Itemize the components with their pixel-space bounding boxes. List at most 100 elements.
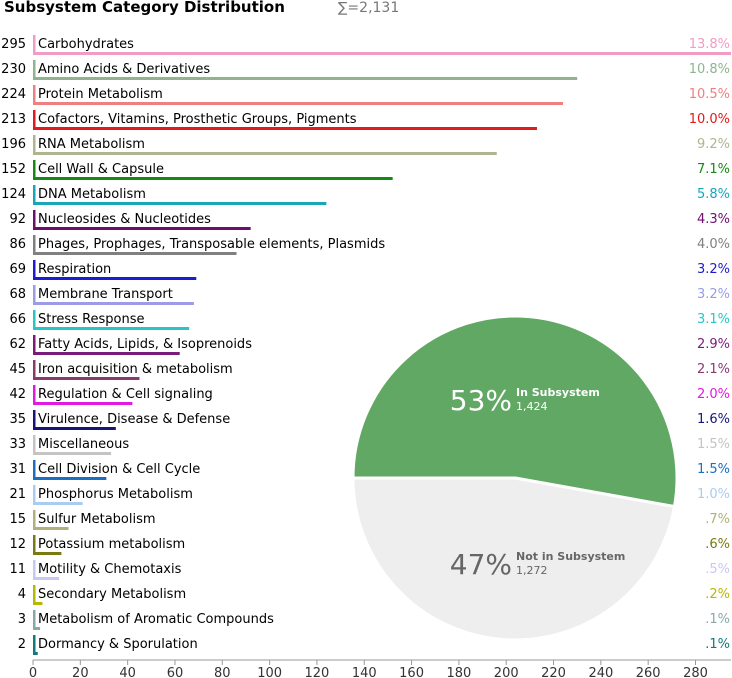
bar-percent-label: 1.0% [697,487,730,502]
bar-percent-label: .1% [705,612,730,627]
bar [33,77,578,80]
bar [33,277,197,280]
bar [33,177,393,180]
bar-count-label: 21 [9,487,26,502]
bar-count-label: 124 [1,187,26,202]
pie-slice-value: 1,424 [516,400,548,413]
bar-row: 4 Secondary Metabolism .2% [18,585,730,605]
bar-left-tick [33,185,36,204]
bar [33,352,180,355]
bar-left-tick [33,260,36,279]
bar-category-label: Fatty Acids, Lipids, & Isoprenoids [38,337,252,352]
pie-slice-name: Not in Subsystem [516,550,625,563]
bar-percent-label: 4.0% [697,237,730,252]
x-tick-label: 40 [119,666,136,678]
bar [33,552,62,555]
bar-left-tick [33,85,36,104]
bar-percent-label: 10.5% [689,87,730,102]
bar-row: 45 Iron acquisition & metabolism 2.1% [9,360,730,380]
bar-count-label: 152 [1,162,26,177]
bar-percent-label: 10.0% [689,112,730,127]
bar-category-label: Amino Acids & Derivatives [38,62,210,77]
bar-count-label: 2 [18,637,26,652]
bar-row: 12 Potassium metabolism .6% [9,535,730,555]
bar-percent-label: .1% [705,637,730,652]
bar-count-label: 4 [18,587,26,602]
bar-count-label: 31 [9,462,26,477]
bar-count-label: 230 [1,62,26,77]
bar-count-label: 62 [9,337,26,352]
bar [33,427,116,430]
bar-row: 42 Regulation & Cell signaling 2.0% [9,385,730,405]
x-tick-label: 220 [541,666,566,678]
bar-row: 31 Cell Division & Cell Cycle 1.5% [9,460,730,480]
bar-category-label: Membrane Transport [38,287,173,302]
bar-row: 33 Miscellaneous 1.5% [9,435,730,455]
bar [33,52,731,55]
x-tick-label: 0 [29,666,37,678]
bar-left-tick [33,635,36,654]
bar-count-label: 86 [9,237,26,252]
bar-left-tick [33,360,36,379]
bar-category-label: Nucleosides & Nucleotides [38,212,211,227]
bar-percent-label: 2.0% [697,387,730,402]
bar-category-label: Cofactors, Vitamins, Prosthetic Groups, … [38,112,357,127]
bar-category-label: Dormancy & Sporulation [38,637,198,652]
bar-left-tick [33,285,36,304]
bar-percent-label: 3.2% [697,287,730,302]
bar [33,377,140,380]
bar-row: 62 Fatty Acids, Lipids, & Isoprenoids 2.9% [9,335,730,355]
bar-row: 2 Dormancy & Sporulation .1% [18,635,730,655]
bar [33,402,133,405]
bar-row: 86 Phages, Prophages, Transposable elemen… [9,235,730,255]
bar-left-tick [33,210,36,229]
bar-percent-label: 4.3% [697,212,730,227]
bar-left-tick [33,135,36,154]
bar-category-label: Regulation & Cell signaling [38,387,213,402]
pie-percent-label: 47% [450,548,512,581]
bar-percent-label: 10.8% [689,62,730,77]
bar-row: 196 RNA Metabolism 9.2% [1,135,730,155]
x-tick-label: 160 [399,666,424,678]
bar-count-label: 3 [18,612,26,627]
bar [33,527,69,530]
bar-row: 15 Sulfur Metabolism .7% [9,510,730,530]
bar-category-label: Cell Wall & Capsule [38,162,164,177]
x-tick-label: 280 [683,666,708,678]
bar-category-label: Miscellaneous [38,437,129,452]
bar [33,302,194,305]
bar-category-label: Virulence, Disease & Defense [38,412,230,427]
bar-count-label: 213 [1,112,26,127]
bar-count-label: 12 [9,537,26,552]
bar [33,502,83,505]
pie-slice-value: 1,272 [516,564,548,577]
bar-percent-label: .5% [705,562,730,577]
bar-row: 230 Amino Acids & Derivatives 10.8% [1,60,730,80]
bar-percent-label: 3.2% [697,262,730,277]
bar-left-tick [33,585,36,604]
bar-percent-label: 2.9% [697,337,730,352]
bar-left-tick [33,535,36,554]
bar-left-tick [33,35,36,54]
bar-count-label: 68 [9,287,26,302]
bar-category-label: Phages, Prophages, Transposable elements… [38,237,385,252]
bar [33,152,497,155]
pie-slice [351,314,679,509]
bar-left-tick [33,235,36,254]
bar [33,227,251,230]
bar [33,202,327,205]
bar [33,102,564,105]
bar-row: 68 Membrane Transport 3.2% [9,285,730,305]
bar [33,602,43,605]
bar-percent-label: .7% [705,512,730,527]
bar-left-tick [33,410,36,429]
bar-left-tick [33,460,36,479]
bar-row: 69 Respiration 3.2% [9,260,730,280]
bar-row: 92 Nucleosides & Nucleotides 4.3% [9,210,730,230]
bar [33,252,237,255]
bar-left-tick [33,60,36,79]
bar [33,477,107,480]
bar-percent-label: 5.8% [697,187,730,202]
bar-left-tick [33,510,36,529]
